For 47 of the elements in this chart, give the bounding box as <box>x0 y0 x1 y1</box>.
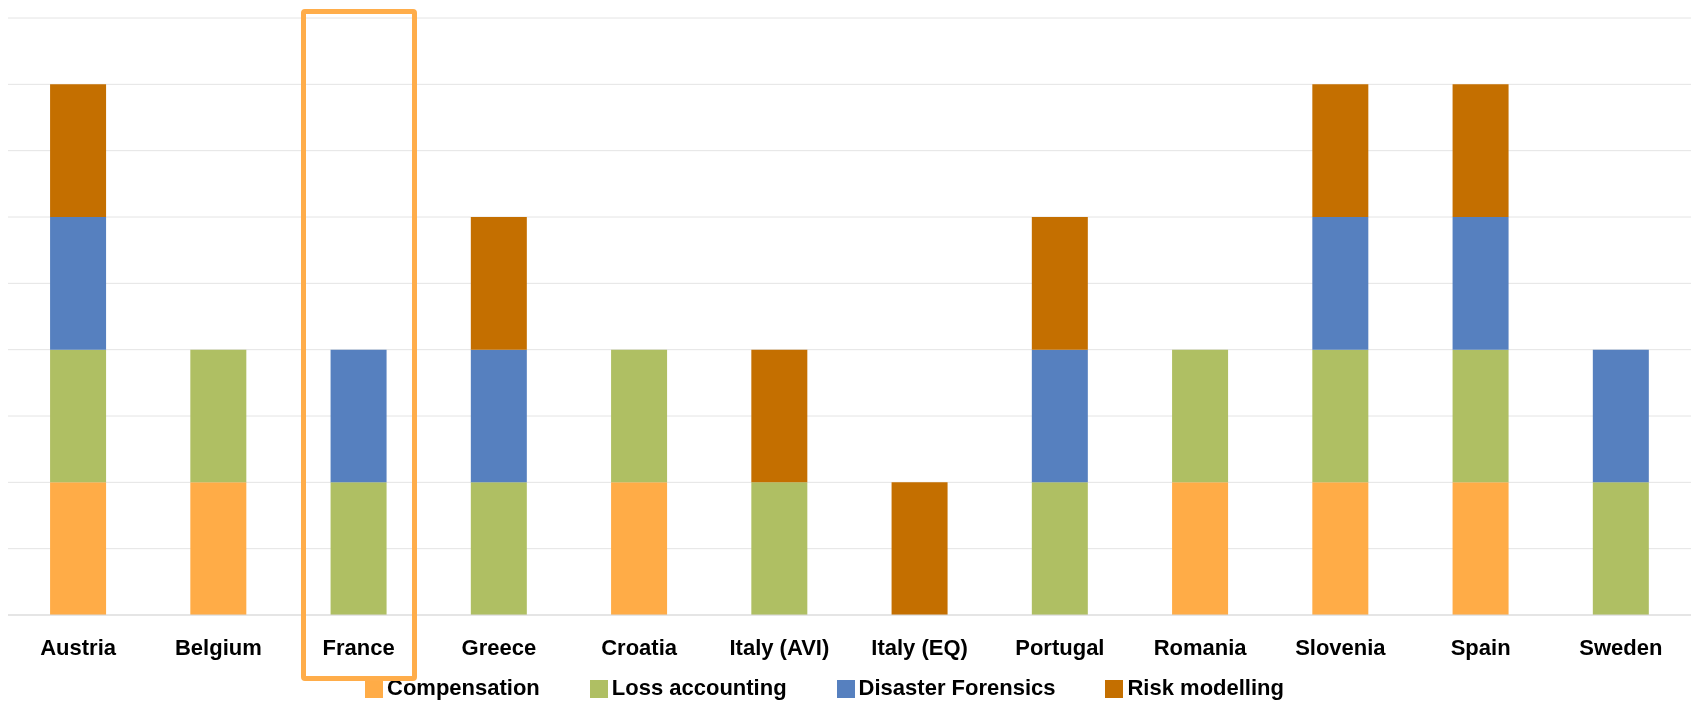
bar <box>1172 482 1229 615</box>
bar <box>330 349 387 483</box>
bar <box>470 482 527 615</box>
x-tick-label: Sweden <box>1579 634 1663 660</box>
legend-label: Compensation <box>387 675 540 700</box>
x-tick-label: Slovenia <box>1295 634 1387 660</box>
bar <box>611 482 668 615</box>
x-tick-label: Greece <box>461 634 537 660</box>
x-tick-label: France <box>322 634 395 660</box>
bar <box>470 349 527 483</box>
bar <box>1031 349 1088 483</box>
bar <box>50 217 107 350</box>
legend-label: Loss accounting <box>611 675 787 700</box>
bar <box>1592 349 1649 483</box>
bar <box>891 482 948 615</box>
bar <box>751 349 808 483</box>
bar <box>50 482 107 615</box>
bar <box>1592 482 1649 615</box>
bar <box>1312 482 1369 615</box>
bar <box>470 217 527 350</box>
bar <box>1452 84 1509 217</box>
x-tick-label: Italy (AVI) <box>729 634 830 660</box>
x-tick-label: Belgium <box>174 634 262 660</box>
bar <box>50 349 107 483</box>
legend-label: Risk modelling <box>1127 675 1284 700</box>
bar <box>1031 217 1088 350</box>
bar <box>190 482 247 615</box>
x-tick-label: Portugal <box>1015 634 1105 660</box>
bar <box>190 349 247 483</box>
bar <box>1172 349 1229 483</box>
bar <box>751 482 808 615</box>
bar <box>1312 84 1369 217</box>
legend-label: Disaster Forensics <box>858 675 1056 700</box>
x-tick-label: Italy (EQ) <box>871 634 968 660</box>
bar <box>1452 482 1509 615</box>
bar <box>1031 482 1088 615</box>
bar <box>611 349 668 483</box>
x-tick-label: Austria <box>40 634 117 660</box>
bar <box>1312 349 1369 483</box>
bar <box>1312 217 1369 350</box>
bar <box>50 84 107 217</box>
bar <box>1452 349 1509 483</box>
x-tick-label: Croatia <box>601 634 678 660</box>
x-tick-label: Romania <box>1153 634 1248 660</box>
bar <box>330 482 387 615</box>
x-tick-label: Spain <box>1450 634 1511 660</box>
bar <box>1452 217 1509 350</box>
